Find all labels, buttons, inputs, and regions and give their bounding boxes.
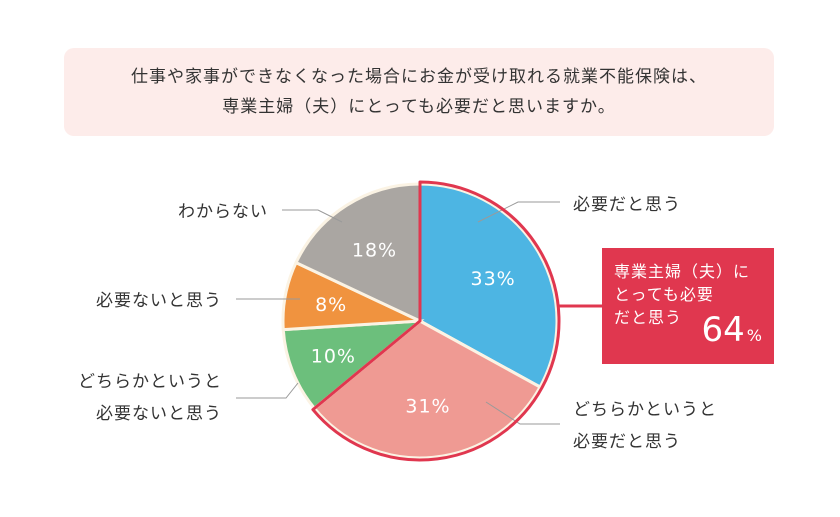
callout-line-2: とっても必要 [614, 285, 714, 304]
callout-box: 専業主婦（夫）に とっても必要 だと思う 64% [602, 248, 774, 364]
callout-value: 64% [702, 312, 762, 354]
connector-somewhat-necessary [485, 401, 560, 425]
question-line-1: 仕事や家事ができなくなった場合にお金が受け取れる就業不能保険は、 [131, 67, 707, 87]
callout-line-1: 専業主婦（夫）に [614, 262, 751, 281]
category-label-somewhat-necessary-1: どちらかというと [573, 400, 717, 420]
slice-value-label-somewhat-unnecessary: 10% [311, 345, 356, 367]
slice-value-label-unknown: 18% [352, 239, 397, 261]
category-label-necessary: 必要だと思う [573, 195, 681, 215]
pie-slices [281, 182, 559, 460]
callout-unit: % [746, 326, 762, 345]
category-label-somewhat-unnecessary-1: どちらかというと [78, 372, 222, 392]
question-line-2: 専業主婦（夫）にとっても必要だと思いますか。 [222, 97, 616, 117]
highlight-outline [311, 180, 561, 462]
category-label-somewhat-unnecessary-2: 必要ないと思う [96, 404, 222, 424]
category-label-somewhat-necessary-2: 必要だと思う [573, 432, 681, 452]
category-labels: 必要だと思うどちらかというと必要だと思うどちらかというと必要ないと思う必要ないと… [78, 195, 717, 452]
category-label-unknown: わからない [178, 202, 268, 222]
connector-necessary [477, 201, 560, 223]
pie-slice-somewhat-unnecessary [281, 319, 425, 411]
callout-line-3: だと思う [614, 308, 683, 327]
pie-slice-unknown [294, 182, 422, 324]
connector-somewhat-unnecessary [236, 382, 299, 399]
pie-slice-somewhat-necessary [312, 319, 543, 460]
slice-value-label-necessary: 33% [470, 268, 515, 290]
label-connectors [236, 201, 560, 425]
category-label-unnecessary: 必要ないと思う [96, 291, 222, 311]
question-box: 仕事や家事ができなくなった場合にお金が受け取れる就業不能保険は、 専業主婦（夫）… [64, 48, 774, 136]
callout-number: 64 [701, 310, 745, 350]
connector-unknown [282, 209, 343, 223]
slice-value-label-somewhat-necessary: 31% [405, 396, 450, 418]
pie-slice-necessary [418, 182, 559, 390]
slice-value-label-unnecessary: 8% [315, 294, 347, 316]
slice-value-labels: 33% 31% 10% 8% 18% [311, 239, 515, 418]
